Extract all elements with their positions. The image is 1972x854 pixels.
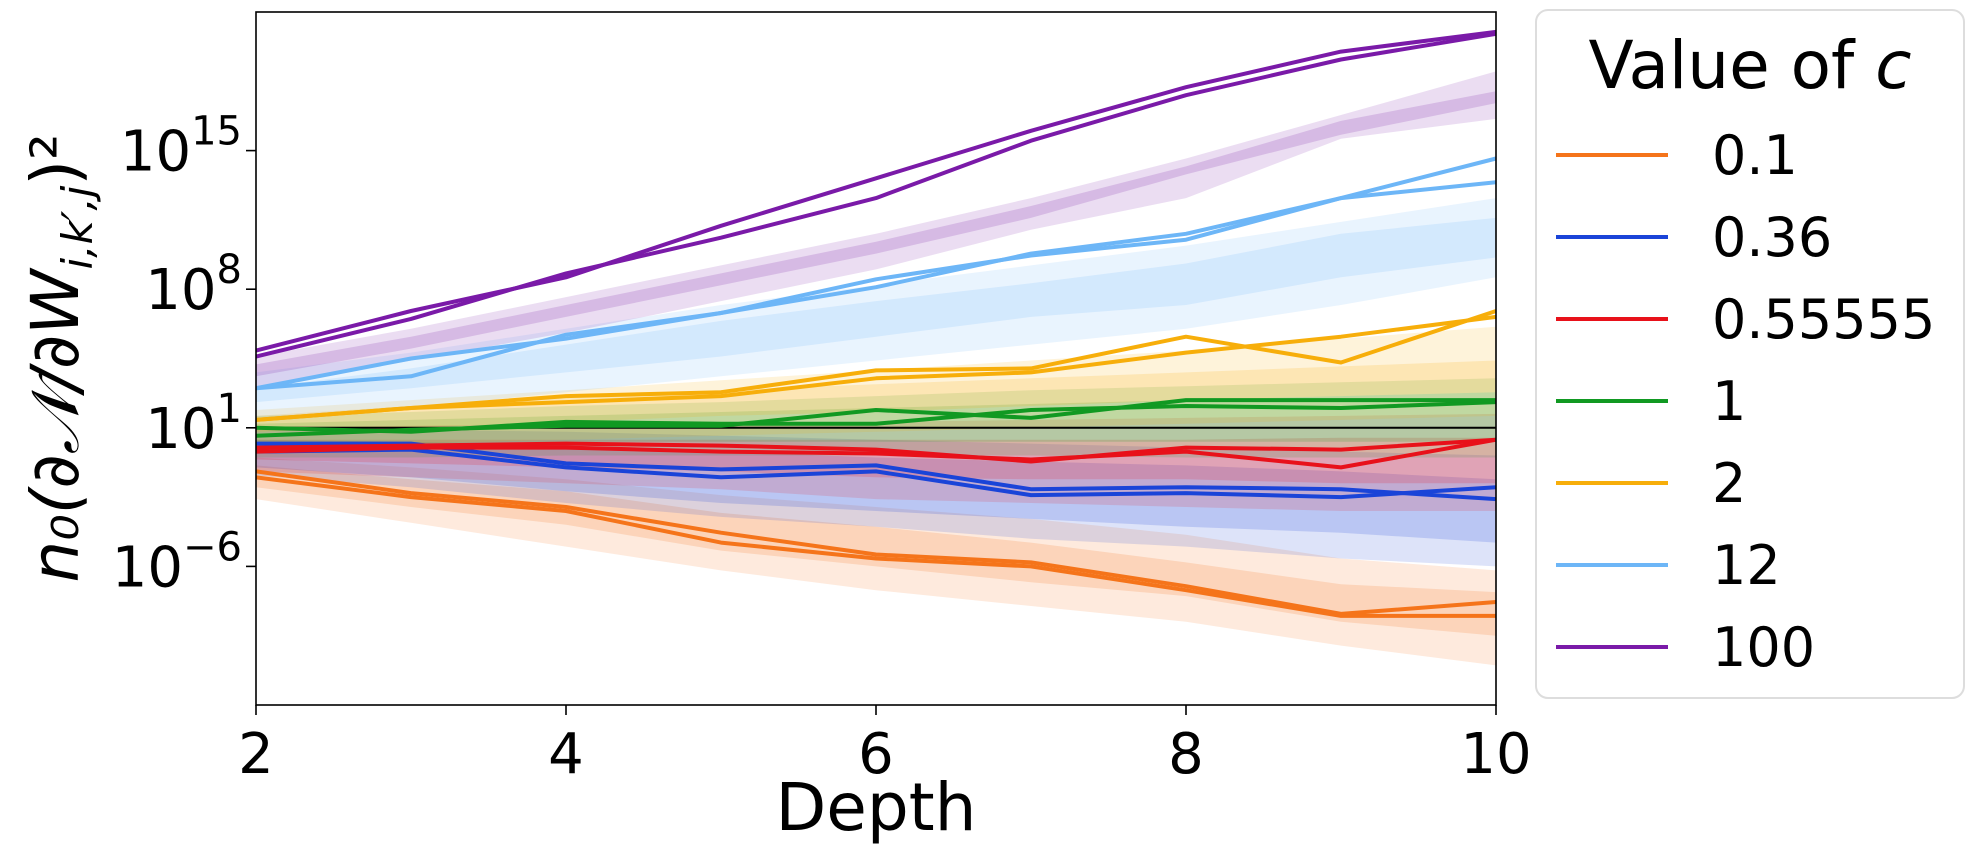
x-tick-label: 6 xyxy=(858,722,894,787)
legend-label: 2 xyxy=(1712,452,1746,515)
series-0-55555-line-1 xyxy=(256,437,1496,464)
series-0-36-line-2 xyxy=(256,441,1496,502)
legend-title: Value of c xyxy=(1588,27,1911,104)
x-axis-label: Depth xyxy=(775,769,976,846)
legend-box xyxy=(1535,9,1965,699)
series-100-band-outer xyxy=(256,71,1496,389)
legend-label: 100 xyxy=(1712,616,1815,679)
series-2-band-inner xyxy=(256,360,1496,432)
legend-label: 0.55555 xyxy=(1712,288,1935,351)
series-2-line-2 xyxy=(256,314,1496,422)
series-2-band-outer xyxy=(256,326,1496,448)
series-1-band-outer xyxy=(256,378,1496,458)
series-100-band-inner xyxy=(256,91,1496,377)
y-axis-label-main: n₀(∂𝒩/∂W xyxy=(17,267,94,583)
series-0-36-line-1 xyxy=(256,447,1496,500)
svg-text:n₀(∂𝒩/∂Wi,k′,j)²: n₀(∂𝒩/∂Wi,k′,j)² xyxy=(17,133,102,582)
series-1-line-2 xyxy=(256,398,1496,438)
y-axis-label-tail: )² xyxy=(17,133,94,185)
y-tick-label: 108 xyxy=(145,247,242,323)
y-axis-label: n₀(∂𝒩/∂Wi,k′,j)² xyxy=(17,133,102,582)
y-tick-label: 10−6 xyxy=(112,524,242,600)
x-tick-label: 4 xyxy=(548,722,584,787)
x-tick-label: 2 xyxy=(238,722,274,787)
x-tick-label: 8 xyxy=(1168,722,1204,787)
series-12-band-inner xyxy=(256,217,1496,403)
legend-label: 1 xyxy=(1712,370,1746,433)
series-0-55555-line-2 xyxy=(256,437,1496,470)
legend-title-variable: c xyxy=(1875,27,1911,104)
series-12-line-2 xyxy=(256,180,1496,391)
y-tick-label: 1015 xyxy=(120,109,242,185)
legend-label: 0.1 xyxy=(1712,124,1798,187)
series-12-band-outer xyxy=(256,198,1496,418)
series-0-1-line-1 xyxy=(256,475,1496,618)
y-axis-label-subscript: i,k′,j xyxy=(53,185,102,269)
legend-label: 12 xyxy=(1712,534,1781,597)
y-tick-label: 101 xyxy=(145,386,242,462)
plot-area xyxy=(256,29,1496,666)
series-100-line-1 xyxy=(256,31,1496,359)
legend-title-prefix: Value of xyxy=(1588,27,1875,104)
x-tick-label: 10 xyxy=(1460,722,1531,787)
axes: 2 4 6 8 10 10−6 101 108 1015 xyxy=(112,109,1532,787)
legend-label: 0.36 xyxy=(1712,206,1832,269)
series-0-1-line-2 xyxy=(256,469,1496,616)
series-100-line-2 xyxy=(256,29,1496,353)
